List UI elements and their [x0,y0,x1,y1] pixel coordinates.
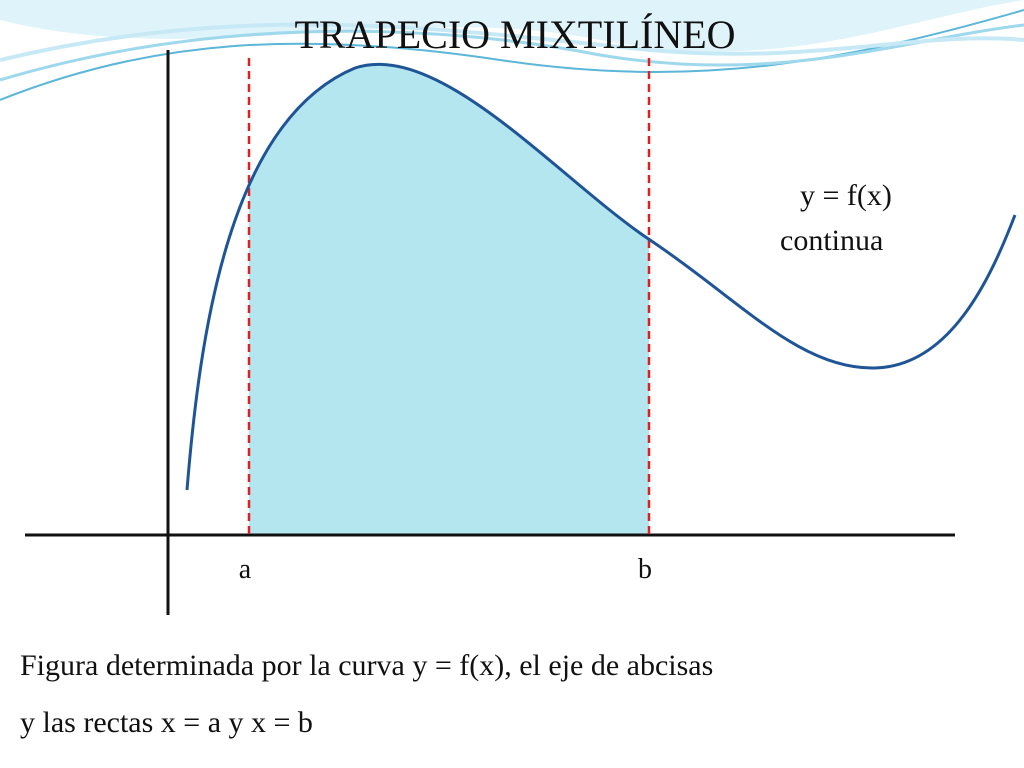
title: TRAPECIO MIXTILÍNEO [294,12,735,57]
wave [0,9,1024,101]
curve-note: continua [780,224,883,257]
label-b: b [638,554,652,585]
area-fill [249,64,649,536]
wave [0,0,1024,52]
curve [185,62,1017,491]
label-a: a [239,554,252,585]
wave [0,22,1024,62]
wave [0,23,1024,82]
curve-label: y = f(x) [800,179,892,212]
caption-line: y las rectas x = a y x = b [20,706,313,739]
decor-waves [0,0,1024,101]
caption-line: Figura determinada por la curva y = f(x)… [20,649,713,682]
